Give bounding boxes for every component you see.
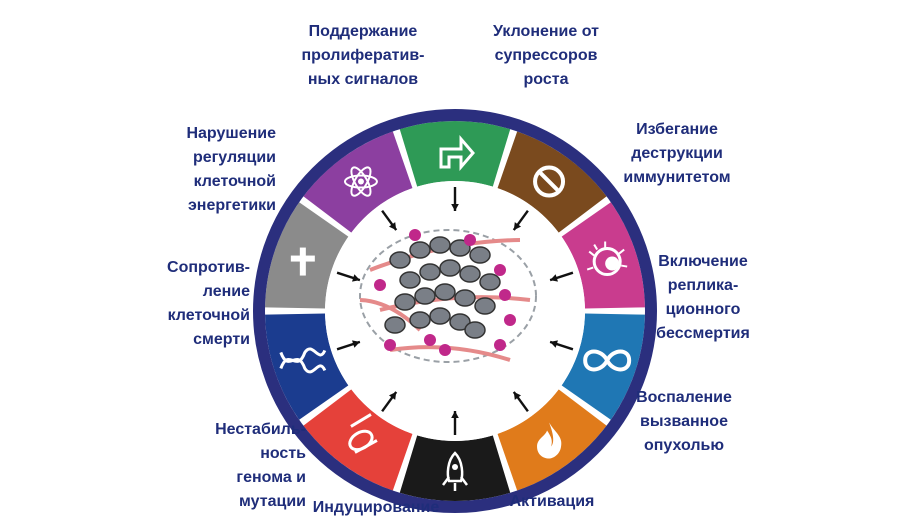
segment-purple — [303, 131, 413, 233]
label-growth-suppressors: Уклонение от супрессоров роста — [493, 23, 599, 88]
tumor-cells — [359, 229, 531, 362]
immune-cell — [409, 229, 421, 241]
label-proliferative-signals: Поддержание пролифератив- ных сигналов — [301, 23, 425, 88]
arrow-magenta — [549, 271, 574, 282]
immune-cell — [494, 339, 506, 351]
tumor-cell — [469, 246, 491, 264]
tumor-cell — [459, 265, 481, 283]
label-immune-evasion: Избегание деструкции иммунитетом — [623, 121, 731, 186]
immune-cell-icon — [586, 241, 628, 277]
inward-arrows — [336, 187, 574, 435]
tumor-cell — [454, 289, 476, 307]
arrow-turn-icon — [439, 134, 475, 172]
segment-magenta — [561, 202, 645, 309]
arrow-red — [381, 391, 398, 413]
tumor-cell — [479, 273, 501, 291]
arrow-gray — [336, 271, 361, 282]
arrow-purple — [381, 209, 398, 231]
tumor-cell — [384, 316, 406, 334]
tumor-cell — [449, 239, 471, 257]
immune-cell — [374, 279, 386, 291]
rocket-icon — [442, 451, 468, 491]
tumor-cell — [464, 321, 486, 339]
tumor-cell — [429, 236, 451, 254]
tumor-cell — [474, 297, 496, 315]
label-replicative-immortality: Включение реплика- ционного бессмертия — [656, 253, 750, 342]
segment-icons — [279, 134, 632, 491]
segment-gray — [265, 202, 349, 309]
label-resist-cell-death: Сопротив- ление клеточной смерти — [167, 259, 250, 348]
arrow-orange — [512, 391, 529, 413]
label-tumor-inflammation: Воспаление вызванное опухолью — [636, 389, 732, 454]
tumor-cell — [409, 241, 431, 259]
arrow-green — [451, 187, 459, 211]
tumor-cell — [429, 307, 451, 325]
segment-green — [399, 120, 511, 187]
tumor-boundary — [359, 229, 537, 363]
tumor-cell — [419, 263, 441, 281]
immune-cell — [464, 234, 476, 246]
label-induction: Индуцирование — [312, 499, 440, 516]
arrow-blue — [549, 340, 574, 351]
tumor-cell — [449, 313, 471, 331]
tumor-cell — [399, 271, 421, 289]
segment-orange — [497, 389, 607, 491]
arrow-brown — [512, 209, 529, 231]
tumor-cell — [434, 283, 456, 301]
immune-cell — [384, 339, 396, 351]
label-activation: Активация — [509, 493, 595, 510]
arrow-black — [451, 411, 459, 435]
no-entry-icon — [533, 165, 566, 198]
cross-icon — [290, 247, 315, 276]
inner-white-disc — [325, 181, 585, 441]
segment-navy — [265, 313, 349, 420]
atom-icon — [343, 166, 378, 197]
tumor-cell — [439, 259, 461, 277]
immune-cell — [424, 334, 436, 346]
immune-cell — [499, 289, 511, 301]
immune-cell — [494, 264, 506, 276]
infinity-icon — [583, 349, 632, 372]
label-genome-instability: Нестабиль- ность генома и мутации — [215, 421, 306, 510]
tumor-cell — [414, 287, 436, 305]
segment-red — [303, 389, 413, 491]
tumor-cell — [389, 251, 411, 269]
label-cellular-energetics: Нарушение регуляции клеточной энергетики — [186, 125, 276, 214]
ring-outer-border — [253, 109, 657, 513]
tumor-cluster — [359, 229, 537, 363]
immune-cell — [439, 344, 451, 356]
vessel-icon — [348, 413, 378, 454]
dna-icon — [279, 347, 327, 374]
immune-cell — [504, 314, 516, 326]
tumor-cell — [409, 311, 431, 329]
tumor-cell — [394, 293, 416, 311]
arrow-navy — [336, 340, 361, 351]
flame-icon — [537, 422, 562, 459]
